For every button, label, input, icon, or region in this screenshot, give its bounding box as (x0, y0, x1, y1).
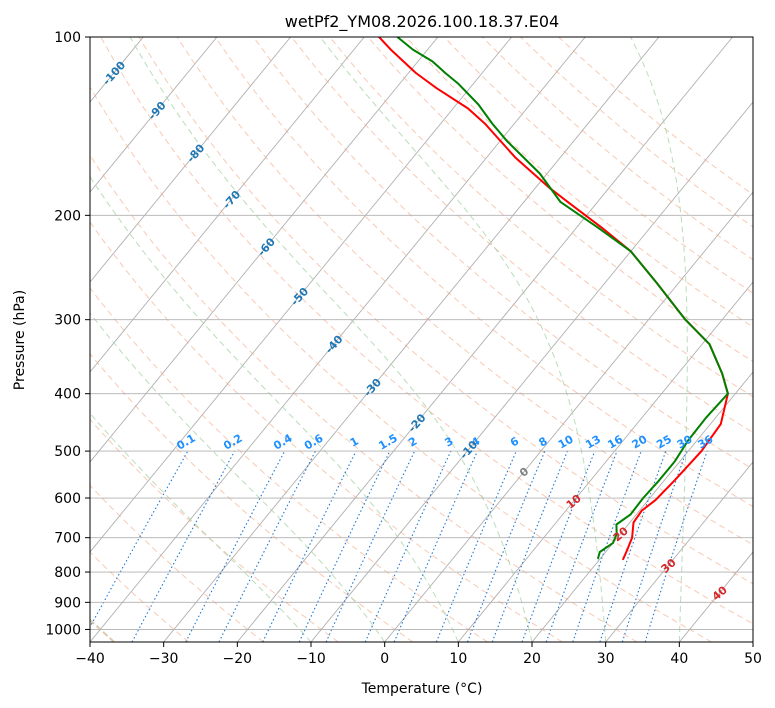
y-tick-label: 200 (54, 208, 81, 224)
x-tick-label: −20 (223, 651, 253, 667)
isotherm-line (605, 461, 753, 642)
dry-adiabat-line (291, 37, 753, 434)
x-tick-label: 30 (597, 651, 615, 667)
y-tick-label: 700 (54, 531, 81, 547)
mixing-ratio-line (644, 450, 708, 642)
sounding-series (378, 37, 729, 561)
dry-adiabat-line (176, 37, 753, 546)
dry-adiabat-line (100, 37, 753, 625)
x-axis-ticks: −40 −30 −20 −10 0 10 20 30 40 50 (75, 642, 762, 667)
mixing-ratio-line (364, 450, 452, 642)
y-axis-title: Pressure (hPa) (12, 290, 28, 390)
moist-adiabat-lines (90, 37, 688, 642)
y-tick-label: 300 (54, 313, 81, 329)
mixing-ratio-line (491, 450, 569, 642)
dry-adiabat-line (138, 37, 753, 585)
mixing-ratio-line (466, 450, 546, 642)
plot-area: 0.1 0.2 0.4 0.6 1 1.5 2 3 4 6 8 10 13 16 20 25 30 36-100-… (90, 37, 753, 642)
mixing-ratio-line (393, 450, 478, 642)
dry-adiabat-line (90, 86, 712, 642)
mixing-ratio-line (218, 450, 316, 642)
x-tick-label: 50 (744, 651, 762, 667)
isotherm-line (90, 37, 512, 553)
x-tick-label: 20 (523, 651, 541, 667)
x-tick-label: 10 (449, 651, 467, 667)
y-tick-label: 400 (54, 387, 81, 403)
isotherm-line (90, 37, 439, 463)
dry-adiabat-line (443, 37, 753, 294)
mixing-ratio-line (521, 450, 596, 642)
x-tick-label: −10 (296, 651, 326, 667)
dry-adiabat-line (90, 353, 414, 642)
y-tick-label: 500 (54, 444, 81, 460)
isotherm-line (90, 37, 586, 642)
mixing-ratio-line (599, 450, 667, 642)
isotherm-line (310, 101, 753, 642)
isotherm-line (163, 37, 660, 642)
mixing-ratio-line (262, 450, 357, 642)
y-tick-label: 100 (54, 30, 81, 46)
mixing-ratio-line (435, 450, 517, 642)
isotherm-line (236, 37, 733, 642)
y-tick-label: 800 (54, 565, 81, 581)
x-tick-label: 0 (380, 651, 389, 667)
plot-frame (89, 36, 754, 643)
mixing-ratio-line (90, 450, 189, 629)
x-tick-label: −30 (149, 651, 179, 667)
dry-adiabat-line (90, 418, 339, 642)
mixing-ratio-lines (90, 450, 708, 642)
y-tick-label: 1000 (45, 622, 81, 638)
x-tick-label: −40 (75, 651, 105, 667)
dry-adiabat-line (90, 221, 563, 642)
moist-adiabat-line (90, 175, 459, 642)
dry-adiabat-line (90, 154, 638, 642)
isotherm-line (90, 37, 365, 373)
chart-title: wetPf2_YM08.2026.100.18.37.E04 (285, 12, 559, 32)
mixing-ratio-line (545, 450, 618, 642)
dry-adiabat-line (90, 551, 190, 642)
dewpoint-profile-line (396, 37, 729, 560)
isotherm-line (90, 37, 291, 283)
moist-adiabat-line (319, 37, 607, 642)
isotherm-line (384, 191, 753, 642)
x-axis-title: Temperature (°C) (361, 681, 483, 697)
dry-adiabat-line (90, 484, 264, 642)
moist-adiabat-line (90, 312, 386, 642)
dry-adiabat-lines (90, 37, 753, 642)
moist-adiabat-line (129, 37, 533, 642)
x-tick-label: 40 (670, 651, 688, 667)
dry-adiabat-line (329, 37, 753, 398)
isotherm-line (90, 37, 218, 193)
mixing-ratio-line (131, 450, 236, 642)
mixing-ratio-line (572, 450, 642, 642)
dry-adiabat-line (252, 37, 753, 470)
y-axis-ticks: 100 200 300 400 500 600 700 800 900 1000 (45, 30, 90, 638)
y-tick-label: 900 (54, 595, 81, 611)
dry-adiabat-line (90, 287, 488, 642)
mixing-ratio-line (621, 450, 687, 642)
y-tick-label: 600 (54, 491, 81, 507)
dry-adiabat-line (214, 37, 753, 508)
moist-adiabat-line (630, 37, 688, 642)
